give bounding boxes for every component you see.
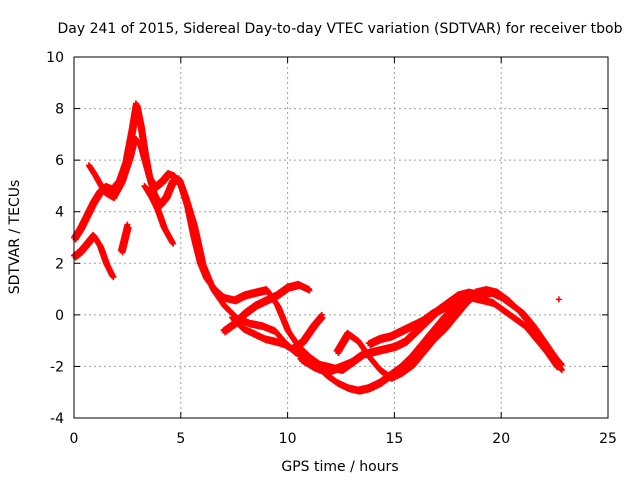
x-tick-label: 0 (70, 431, 79, 447)
plot-frame (73, 56, 609, 419)
data-point (125, 224, 132, 231)
data-point (558, 366, 565, 373)
x-tick-label: 20 (492, 431, 510, 447)
data-point (348, 358, 355, 365)
y-axis-label: SDTVAR / TECUs (7, 180, 23, 295)
data-points (71, 100, 565, 395)
x-axis-label: GPS time / hours (281, 459, 398, 475)
y-tick-label: 8 (55, 102, 64, 118)
data-point (461, 296, 468, 303)
data-point (305, 286, 312, 293)
data-point (558, 367, 565, 374)
y-tick-label: 6 (55, 153, 64, 169)
data-point (124, 221, 131, 228)
chart-title: Day 241 of 2015, Sidereal Day-to-day VTE… (57, 21, 622, 37)
y-tick-label: -2 (50, 359, 64, 375)
axis-ticks: 0 5 10 15 20 25 -4 -2 0 2 4 6 8 10 (46, 50, 617, 447)
data-point (110, 274, 117, 281)
y-tick-label: 4 (55, 205, 64, 221)
data-point (109, 273, 116, 280)
y-tick-label: 2 (55, 256, 64, 272)
y-tick-label: -4 (50, 411, 64, 427)
x-tick-label: 15 (385, 431, 403, 447)
data-point (555, 296, 562, 303)
data-point (170, 240, 177, 247)
y-tick-label: 10 (46, 50, 64, 66)
x-tick-label: 5 (176, 431, 185, 447)
data-point (169, 239, 176, 246)
x-tick-label: 25 (599, 431, 617, 447)
x-tick-label: 10 (279, 431, 297, 447)
y-tick-label: 0 (55, 308, 64, 324)
data-point (318, 311, 325, 318)
